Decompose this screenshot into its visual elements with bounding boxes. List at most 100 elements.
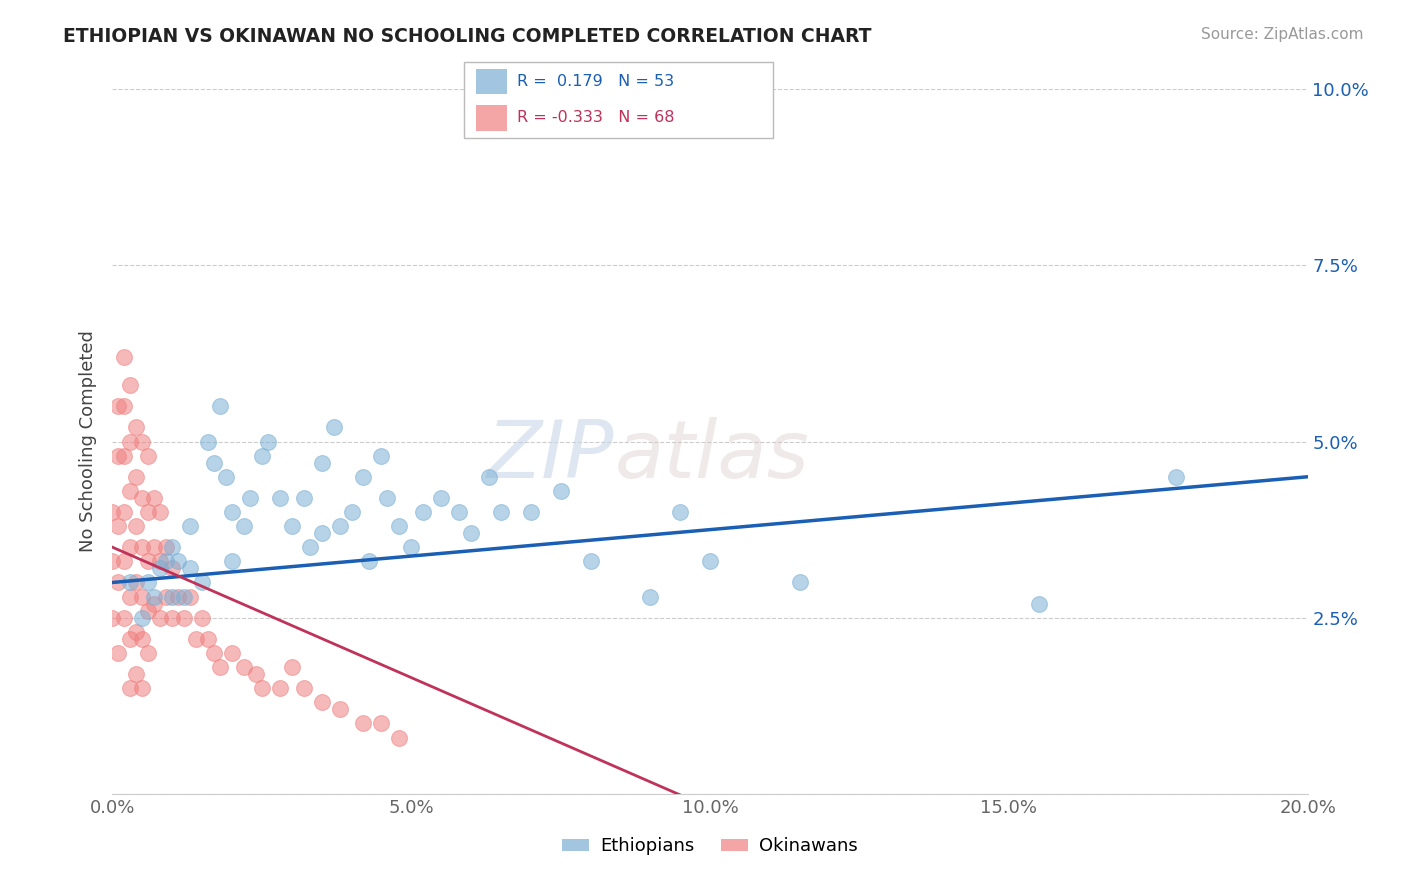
- Ethiopians: [215, 469, 238, 483]
- Okinawans: [131, 434, 153, 449]
- Ethiopians: [233, 519, 256, 533]
- Ethiopians: [579, 554, 602, 568]
- Okinawans: [167, 590, 190, 604]
- Ethiopians: [221, 554, 243, 568]
- Okinawans: [162, 561, 183, 575]
- Ethiopians: [239, 491, 262, 505]
- Okinawans: [202, 646, 225, 660]
- Okinawans: [125, 667, 148, 681]
- FancyBboxPatch shape: [477, 69, 508, 95]
- Okinawans: [155, 540, 177, 554]
- Okinawans: [125, 519, 148, 533]
- Ethiopians: [699, 554, 721, 568]
- Ethiopians: [167, 554, 190, 568]
- Text: R = -0.333   N = 68: R = -0.333 N = 68: [516, 111, 673, 125]
- Okinawans: [120, 590, 142, 604]
- Okinawans: [120, 681, 142, 696]
- Okinawans: [107, 519, 129, 533]
- Okinawans: [138, 604, 160, 618]
- Ethiopians: [1166, 469, 1188, 483]
- Okinawans: [120, 483, 142, 498]
- Ethiopians: [550, 483, 572, 498]
- Okinawans: [250, 681, 273, 696]
- Ethiopians: [311, 456, 333, 470]
- Ethiopians: [179, 519, 201, 533]
- Text: R =  0.179   N = 53: R = 0.179 N = 53: [516, 74, 673, 89]
- Ethiopians: [353, 469, 375, 483]
- Text: ZIP: ZIP: [486, 417, 614, 495]
- Okinawans: [138, 505, 160, 519]
- Ethiopians: [311, 526, 333, 541]
- Okinawans: [138, 554, 160, 568]
- Ethiopians: [162, 540, 183, 554]
- Text: ETHIOPIAN VS OKINAWAN NO SCHOOLING COMPLETED CORRELATION CHART: ETHIOPIAN VS OKINAWAN NO SCHOOLING COMPL…: [63, 27, 872, 45]
- Text: atlas: atlas: [614, 417, 810, 495]
- Ethiopians: [401, 540, 423, 554]
- Okinawans: [149, 554, 172, 568]
- Okinawans: [191, 610, 214, 624]
- Ethiopians: [388, 519, 411, 533]
- Ethiopians: [640, 590, 662, 604]
- Ethiopians: [489, 505, 512, 519]
- Okinawans: [114, 449, 135, 463]
- Okinawans: [131, 491, 153, 505]
- Okinawans: [101, 610, 124, 624]
- Okinawans: [114, 610, 135, 624]
- Ethiopians: [143, 590, 166, 604]
- Okinawans: [107, 646, 129, 660]
- Okinawans: [329, 702, 352, 716]
- Ethiopians: [322, 420, 344, 434]
- Ethiopians: [257, 434, 280, 449]
- Ethiopians: [1028, 597, 1050, 611]
- Ethiopians: [377, 491, 399, 505]
- Ethiopians: [370, 449, 392, 463]
- Okinawans: [143, 597, 166, 611]
- Okinawans: [197, 632, 219, 646]
- Ethiopians: [449, 505, 471, 519]
- Y-axis label: No Schooling Completed: No Schooling Completed: [79, 331, 97, 552]
- Okinawans: [149, 505, 172, 519]
- Ethiopians: [478, 469, 501, 483]
- Ethiopians: [250, 449, 273, 463]
- Ethiopians: [329, 519, 352, 533]
- Ethiopians: [460, 526, 482, 541]
- Ethiopians: [162, 590, 183, 604]
- Okinawans: [125, 575, 148, 590]
- Ethiopians: [179, 561, 201, 575]
- Ethiopians: [340, 505, 363, 519]
- Okinawans: [311, 695, 333, 709]
- Okinawans: [131, 590, 153, 604]
- Ethiopians: [789, 575, 811, 590]
- Okinawans: [388, 731, 411, 745]
- Text: Source: ZipAtlas.com: Source: ZipAtlas.com: [1201, 27, 1364, 42]
- Ethiopians: [292, 491, 315, 505]
- Okinawans: [353, 716, 375, 731]
- Ethiopians: [209, 399, 232, 413]
- Ethiopians: [138, 575, 160, 590]
- Okinawans: [269, 681, 291, 696]
- Okinawans: [292, 681, 315, 696]
- Okinawans: [186, 632, 208, 646]
- Okinawans: [120, 540, 142, 554]
- Okinawans: [245, 667, 267, 681]
- Ethiopians: [149, 561, 172, 575]
- Ethiopians: [430, 491, 453, 505]
- FancyBboxPatch shape: [464, 62, 773, 138]
- Ethiopians: [412, 505, 434, 519]
- Okinawans: [107, 449, 129, 463]
- Ethiopians: [173, 590, 195, 604]
- Ethiopians: [359, 554, 381, 568]
- Okinawans: [114, 350, 135, 364]
- Ethiopians: [155, 554, 177, 568]
- Okinawans: [143, 491, 166, 505]
- Ethiopians: [520, 505, 543, 519]
- Okinawans: [162, 610, 183, 624]
- Okinawans: [114, 399, 135, 413]
- FancyBboxPatch shape: [477, 105, 508, 130]
- Okinawans: [101, 505, 124, 519]
- Okinawans: [143, 540, 166, 554]
- Okinawans: [131, 540, 153, 554]
- Ethiopians: [120, 575, 142, 590]
- Okinawans: [120, 632, 142, 646]
- Okinawans: [173, 610, 195, 624]
